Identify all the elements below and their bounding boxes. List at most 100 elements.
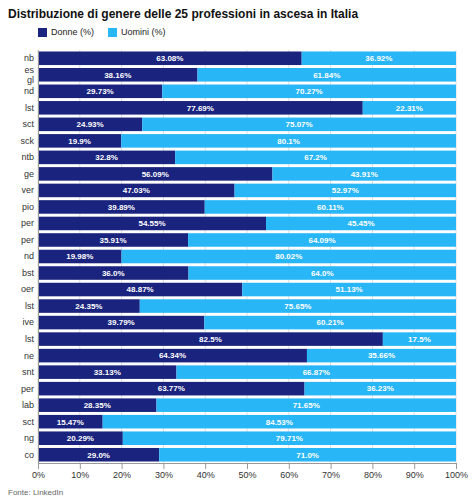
bar xyxy=(38,200,205,214)
data-label: 24.35% xyxy=(75,302,102,311)
x-tick: 50% xyxy=(238,463,256,480)
y-tick: ive xyxy=(22,317,38,327)
data-label: 35.66% xyxy=(368,351,395,360)
bar xyxy=(38,398,157,412)
data-label: 79.71% xyxy=(276,434,303,443)
y-tick: sck xyxy=(21,136,39,146)
y-tick-label: bst xyxy=(22,268,35,278)
y-tick-label: sck xyxy=(21,136,35,146)
y-tick-label: oer xyxy=(21,284,34,294)
x-tick: 70% xyxy=(322,463,340,480)
data-label: 64.0% xyxy=(311,269,334,278)
y-tick-label: nb xyxy=(24,53,34,63)
y-tick: per xyxy=(21,235,38,245)
data-label: 64.34% xyxy=(159,351,186,360)
y-tick-label: ive xyxy=(22,317,34,327)
data-label: 56.09% xyxy=(142,170,169,179)
data-label: 82.5% xyxy=(199,335,222,344)
legend-label: Donne (%) xyxy=(51,27,94,37)
bar xyxy=(198,68,456,82)
y-tick-label-line: gl xyxy=(27,75,34,85)
bar xyxy=(157,398,456,412)
x-tick-label: 40% xyxy=(197,470,215,480)
y-tick-label-line: lab xyxy=(22,400,34,410)
bar xyxy=(38,101,363,115)
data-label: 61.84% xyxy=(313,71,340,80)
y-tick-label-line: lst xyxy=(25,103,34,113)
y-tick-label: lst xyxy=(25,103,34,113)
x-tick: 60% xyxy=(280,463,298,480)
data-label: 22.31% xyxy=(396,104,423,113)
y-tick-label: ng xyxy=(24,433,34,443)
bar xyxy=(123,431,456,445)
y-tick-label-line: bst xyxy=(22,268,35,278)
y-tick: esgl xyxy=(24,65,38,85)
y-tick-label-line: sct xyxy=(22,417,34,427)
legend-label: Uomini (%) xyxy=(121,27,166,37)
data-label: 84.53% xyxy=(266,418,293,427)
y-tick-label: lab xyxy=(22,400,34,410)
data-label: 70.27% xyxy=(296,87,323,96)
data-label: 67.2% xyxy=(304,153,327,162)
x-tick-label: 70% xyxy=(322,470,340,480)
y-axis: nbesglndlstsctsckntbgeverpioperperndbsto… xyxy=(21,51,39,464)
y-tick-label: ver xyxy=(21,185,34,195)
x-tick-label: 30% xyxy=(155,470,173,480)
title: Distribuzione di genere delle 25 profess… xyxy=(8,7,358,21)
y-tick: bst xyxy=(22,268,38,278)
x-tick-label: 100% xyxy=(445,470,468,480)
x-tick-mark xyxy=(122,463,123,469)
data-label: 39.89% xyxy=(108,203,135,212)
data-label: 29.73% xyxy=(87,87,114,96)
data-labels: 63.08%38.16%29.73%77.69%24.93%19.9%32.8%… xyxy=(57,54,431,459)
bar xyxy=(38,332,383,346)
x-tick-mark xyxy=(289,463,290,469)
y-tick-label: per xyxy=(21,218,34,228)
data-label: 19.98% xyxy=(66,252,93,261)
data-label: 36.0% xyxy=(102,269,125,278)
bar xyxy=(38,431,123,445)
bar xyxy=(38,266,188,280)
data-label: 39.79% xyxy=(108,318,135,327)
bar xyxy=(242,283,456,297)
data-label: 32.8% xyxy=(95,153,118,162)
y-tick: ge xyxy=(24,169,38,179)
legend-swatch xyxy=(108,28,117,37)
y-tick-label-line: snt xyxy=(22,367,35,377)
bar xyxy=(272,167,456,181)
bar xyxy=(302,51,456,65)
bar xyxy=(38,233,188,247)
bar xyxy=(38,415,103,429)
y-tick-label-line: ng xyxy=(24,433,34,443)
x-tick-label: 90% xyxy=(406,470,424,480)
data-label: 48.87% xyxy=(127,285,154,294)
y-tick-label-line: ive xyxy=(22,317,34,327)
data-label: 54.55% xyxy=(138,219,165,228)
bar xyxy=(38,382,305,396)
x-tick-label: 10% xyxy=(71,470,89,480)
y-tick-label: per xyxy=(21,235,34,245)
y-tick-label: snt xyxy=(22,367,35,377)
x-tick: 80% xyxy=(364,463,382,480)
data-label: 35.91% xyxy=(99,236,126,245)
data-label: 64.09% xyxy=(308,236,335,245)
data-label: 47.03% xyxy=(123,186,150,195)
data-label: 71.0% xyxy=(296,451,319,460)
y-tick-label-line: co xyxy=(24,450,34,460)
x-tick: 0% xyxy=(32,463,45,480)
bar xyxy=(122,250,456,264)
y-tick-label-line: es xyxy=(24,65,34,75)
y-tick-label: lst xyxy=(25,334,34,344)
y-tick: nd xyxy=(24,86,38,96)
x-tick-label: 80% xyxy=(364,470,382,480)
x-tick-mark xyxy=(247,463,248,469)
x-tick-label: 60% xyxy=(280,470,298,480)
y-tick: nd xyxy=(24,251,38,261)
y-tick: per xyxy=(21,384,38,394)
x-tick-mark xyxy=(80,463,81,469)
y-tick: ne xyxy=(24,351,38,361)
bar xyxy=(38,51,302,65)
x-tick: 100% xyxy=(445,463,468,480)
data-label: 43.91% xyxy=(351,170,378,179)
y-tick: oer xyxy=(21,284,38,294)
